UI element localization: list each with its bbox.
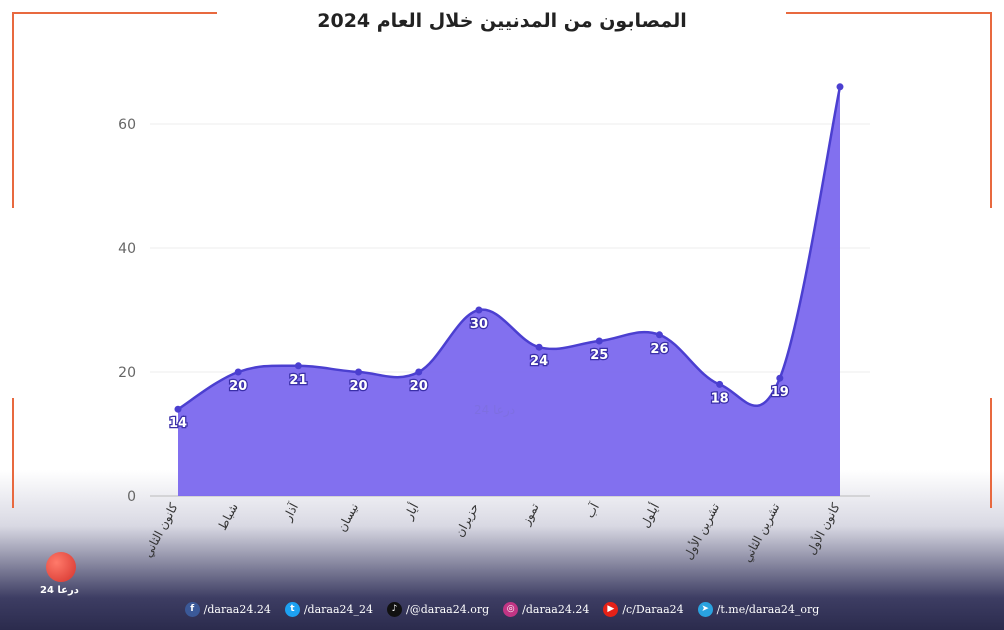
- bottom-gradient-background: [0, 470, 1004, 630]
- data-point: [595, 337, 603, 345]
- x-tick-label: آذار: [279, 500, 302, 525]
- x-tick-label: تموز: [518, 501, 542, 529]
- frame-right-upper-line: [990, 12, 992, 208]
- frame-left-lower-line: [12, 398, 14, 508]
- social-link[interactable]: ▶/c/Daraa24: [603, 601, 684, 617]
- social-link-text: /daraa24.24: [203, 602, 271, 616]
- data-label: 30: [470, 317, 488, 332]
- data-label: 14: [169, 416, 187, 431]
- facebook-icon: f: [184, 601, 200, 617]
- data-label: 26: [650, 342, 668, 357]
- daraa24-logo-icon: [46, 552, 76, 582]
- frame-top-right-line: [786, 12, 992, 14]
- y-tick-label: 40: [118, 241, 136, 257]
- data-point: [355, 368, 363, 376]
- x-tick-label: كانون الثاني: [141, 501, 182, 561]
- twitter-icon: t: [284, 601, 300, 617]
- data-point: [174, 405, 182, 413]
- y-axis-ticks: 0 20 40 60: [118, 117, 136, 505]
- social-footer: f/daraa24.24 t/daraa24_24 ♪/@daraa24.org ◎ /…: [0, 598, 1004, 620]
- data-points: [174, 83, 844, 413]
- data-point: [294, 362, 302, 370]
- frame-right-lower-line: [990, 398, 992, 508]
- frame-top-left-line: [12, 12, 217, 14]
- x-tick-label: أيلول: [637, 500, 663, 530]
- logo-text: درعا 24: [40, 585, 79, 596]
- social-link[interactable]: ➤/t.me/daraa24_org: [697, 601, 820, 617]
- area-layer: [177, 86, 842, 497]
- social-link[interactable]: f/daraa24.24: [184, 601, 271, 617]
- social-link[interactable]: ♪/@daraa24.org: [387, 601, 490, 617]
- y-tick-label: 20: [118, 365, 136, 381]
- daraa24-logo: درعا 24: [40, 552, 88, 602]
- data-label: 20: [349, 379, 367, 394]
- data-label: 20: [410, 379, 428, 394]
- data-labels: 14 20 21 20 20 30 24 25 26 18 19: [168, 316, 790, 433]
- data-label: 25: [590, 348, 608, 363]
- y-tick-label: 60: [118, 117, 136, 133]
- data-point: [655, 331, 663, 339]
- x-tick-label: نيسان: [335, 501, 362, 534]
- data-label: 20: [229, 379, 247, 394]
- data-point: [535, 343, 543, 351]
- chart-title: المصابون من المدنيين خلال العام 2024: [317, 10, 687, 32]
- social-link-text: /@daraa24.org: [406, 602, 490, 616]
- watermark-text: درعا 24: [474, 403, 516, 417]
- y-tick-label: 0: [127, 489, 136, 505]
- tiktok-icon: ♪: [387, 601, 403, 617]
- data-label: 19: [771, 385, 789, 400]
- data-point: [415, 368, 423, 376]
- youtube-icon: ▶: [603, 601, 619, 617]
- x-tick-label: حزيران: [452, 501, 482, 540]
- x-axis-ticks: كانون الثاني شباط آذار نيسان أيار حزيران تموز آ…: [141, 500, 844, 565]
- data-label: 21: [289, 373, 307, 388]
- data-point: [234, 368, 242, 376]
- social-link-text: /daraa24_24: [303, 602, 374, 616]
- social-link[interactable]: t/daraa24_24: [284, 601, 374, 617]
- data-label: 24: [530, 354, 548, 369]
- social-link[interactable]: ◎/daraa24.24: [503, 601, 590, 617]
- social-link-text: /daraa24.24: [522, 602, 590, 616]
- x-tick-label: تشرين الثاني: [740, 501, 784, 565]
- data-point: [776, 374, 784, 382]
- data-point: [716, 380, 724, 388]
- x-tick-label: كانون الأول: [803, 500, 844, 557]
- frame-left-upper-line: [12, 12, 14, 208]
- x-tick-label: تشرين الأول: [680, 500, 723, 562]
- series-area: [178, 86, 840, 497]
- x-tick-label: آب: [582, 500, 602, 521]
- instagram-icon: ◎: [503, 601, 519, 617]
- x-tick-label: أيار: [400, 500, 422, 523]
- telegram-icon: ➤: [697, 601, 713, 617]
- data-point: [836, 83, 844, 91]
- social-link-text: /t.me/daraa24_org: [716, 602, 820, 616]
- social-link-text: /c/Daraa24: [622, 602, 684, 616]
- data-label: 18: [711, 391, 729, 406]
- x-tick-label: شباط: [215, 501, 241, 533]
- data-point: [475, 306, 483, 314]
